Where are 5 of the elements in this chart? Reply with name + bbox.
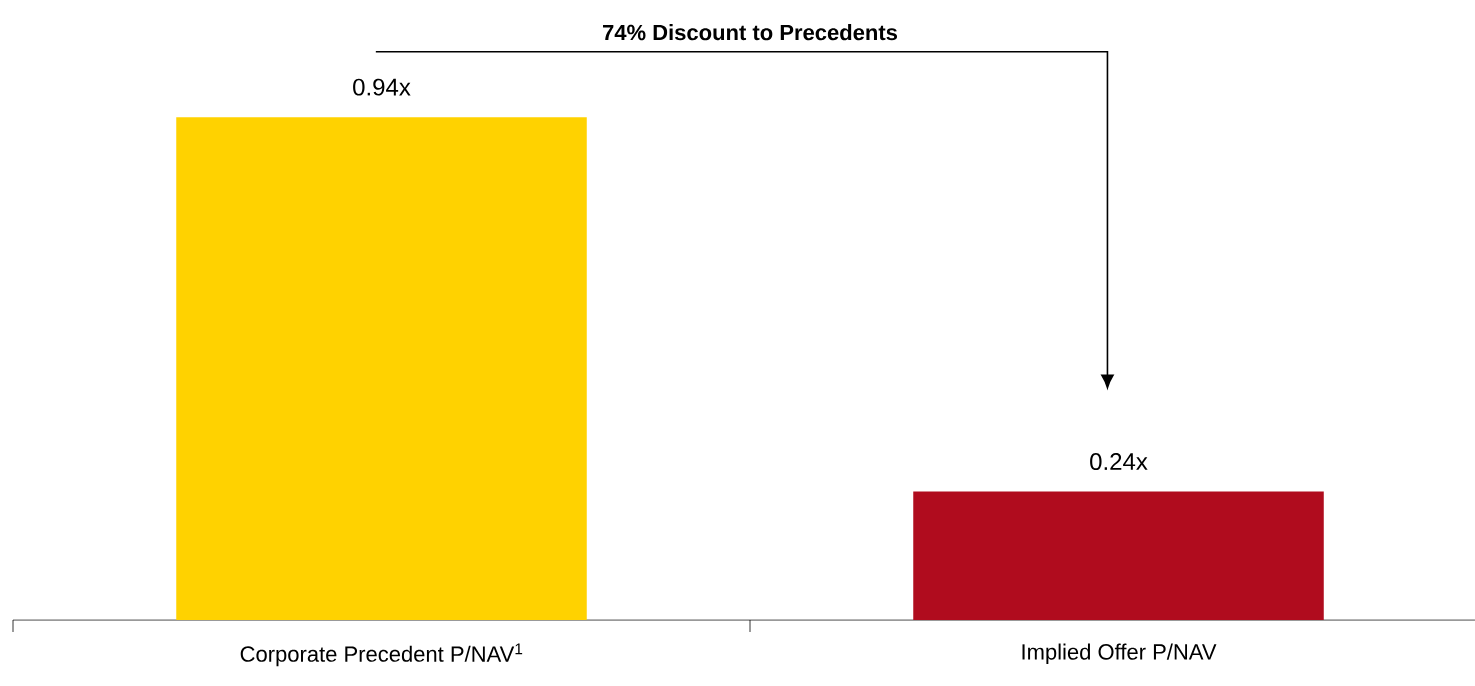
x-tick-label: Corporate Precedent P/NAV$^{1}$ — [240, 643, 523, 667]
data-label: 0.94x — [353, 78, 411, 96]
text: 74% Discount to Precedents — [603, 24, 898, 41]
x-tick-label: Implied Offer P/NAV — [1022, 643, 1217, 665]
data-label: 0.24x — [1090, 453, 1148, 471]
